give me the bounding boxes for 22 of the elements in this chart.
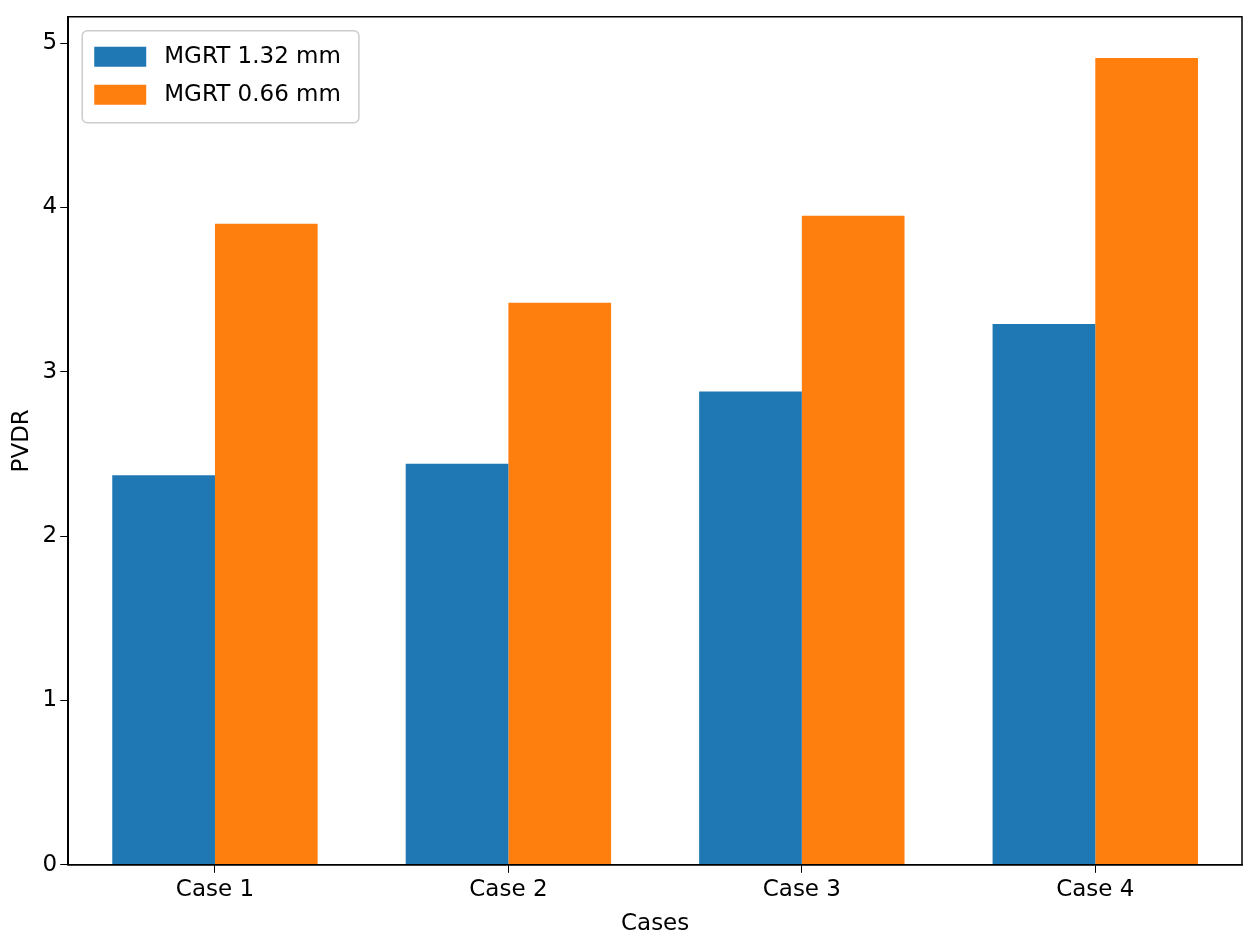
y-tick-label: 2 [42, 521, 58, 548]
bar [508, 302, 612, 865]
y-tick-label: 0 [42, 849, 58, 876]
y-tick-label: 4 [42, 192, 58, 219]
legend-label: MGRT 1.32 mm [164, 41, 341, 68]
x-tick-label: Case 1 [175, 874, 255, 901]
bar [214, 223, 318, 865]
bar [1095, 57, 1198, 865]
y-tick-label: 5 [42, 28, 58, 55]
x-tick-label: Case 4 [1056, 874, 1135, 901]
bar [699, 391, 802, 865]
bar [801, 215, 905, 865]
bar [992, 324, 1096, 865]
x-axis-title: Cases [620, 909, 690, 936]
y-axis-title: PVDR [6, 409, 33, 473]
y-tick-label: 3 [42, 356, 58, 383]
x-tick-label: Case 3 [762, 874, 841, 901]
bar [112, 475, 215, 865]
y-tick-label: 1 [42, 685, 58, 712]
bar [405, 463, 509, 865]
legend-label: MGRT 0.66 mm [164, 79, 341, 106]
x-tick-label: Case 2 [469, 874, 548, 901]
